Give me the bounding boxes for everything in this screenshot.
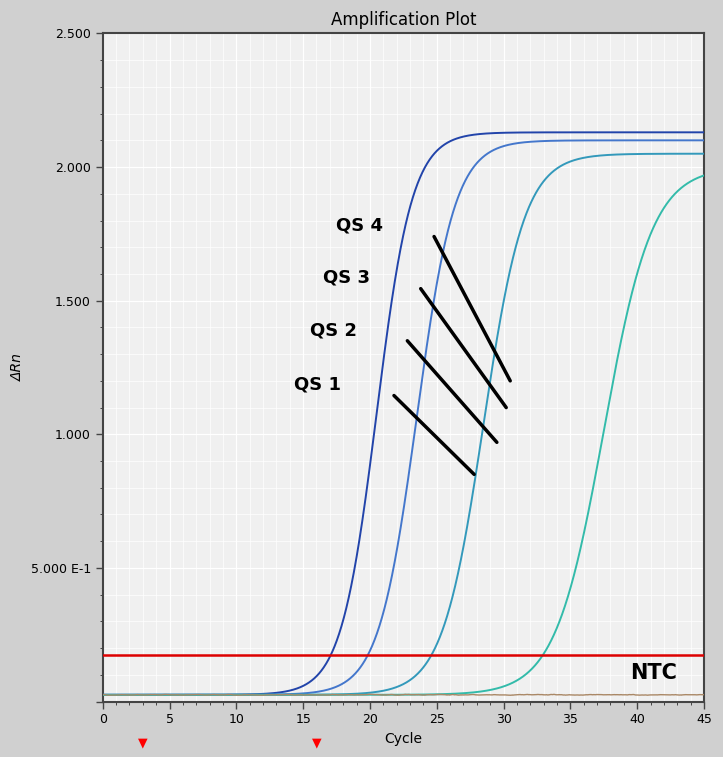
Text: QS 1: QS 1 <box>294 376 341 394</box>
Text: QS 4: QS 4 <box>336 217 383 235</box>
Title: Amplification Plot: Amplification Plot <box>330 11 476 29</box>
Y-axis label: ΔRn: ΔRn <box>11 354 25 382</box>
Text: NTC: NTC <box>630 663 677 683</box>
Text: ▼: ▼ <box>138 737 147 749</box>
Text: QS 2: QS 2 <box>309 321 356 339</box>
Text: ▼: ▼ <box>312 737 321 749</box>
X-axis label: Cycle: Cycle <box>385 732 422 746</box>
Text: QS 3: QS 3 <box>323 269 370 287</box>
